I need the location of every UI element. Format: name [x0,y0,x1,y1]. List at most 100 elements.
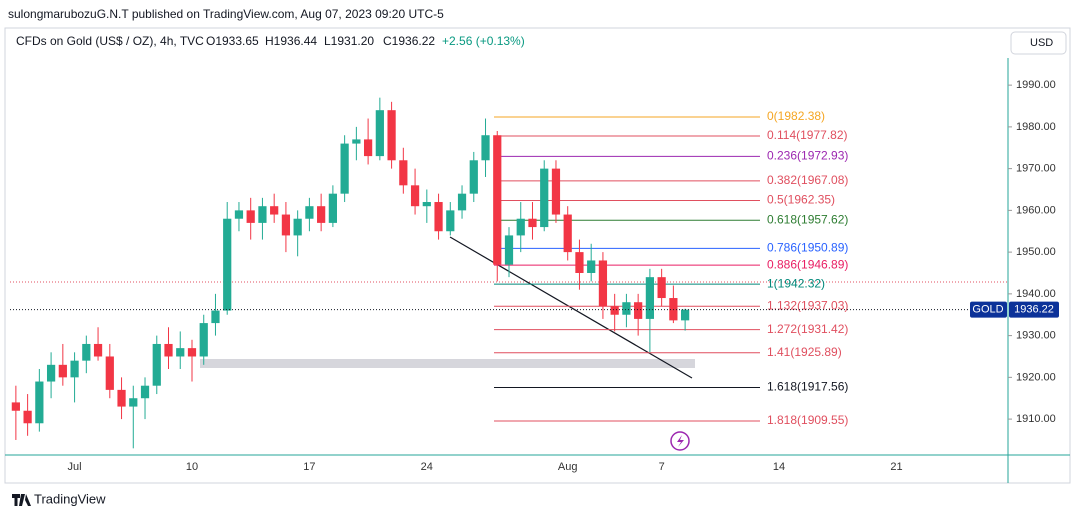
candle-body [446,210,455,232]
candle-body [305,206,314,219]
candle-body [375,110,384,157]
candle-body [399,160,408,186]
candle-body [481,135,490,161]
candle-body [645,277,655,319]
tv-logo [12,494,31,506]
support-zone [200,359,695,368]
fib-label: 0.382(1967.08) [767,173,848,187]
y-tick-label: 1990.00 [1016,79,1056,91]
x-tick-label: 21 [890,461,902,473]
candle-body [363,139,373,157]
candle-body [129,398,138,407]
x-tick-label: 7 [659,461,665,473]
candle-body [410,185,420,207]
candle-body [551,168,561,215]
ohlc-value: C1936.22 [383,34,435,48]
candle-body [387,110,396,161]
ohlc-value: O1933.65 [206,34,259,48]
x-tick-label: Jul [68,461,82,473]
y-tick-label: 1920.00 [1016,371,1056,383]
price-change: +2.56 (+0.13%) [442,34,525,48]
candle-body [246,210,255,223]
y-tick-label: 1950.00 [1016,246,1056,258]
candle-body [587,260,596,273]
fib-label: 0(1982.38) [767,109,825,123]
fib-label: 0.786(1950.89) [767,241,848,255]
y-tick-label: 1960.00 [1016,204,1056,216]
candle-body [340,143,349,194]
candle-body [610,306,619,315]
fib-label: 1.132(1937.03) [767,298,848,312]
price-tag-label: 1936.22 [1014,304,1054,316]
candle-body [105,356,114,390]
candle-body [46,364,56,382]
fib-label: 0.618(1957.62) [767,212,848,226]
y-tick-label: 1930.00 [1016,330,1056,342]
ohlc-value: L1931.20 [324,34,374,48]
fib-label: 1(1942.32) [767,276,825,290]
candle-body [164,343,173,357]
publish-header: sulongmarubozuG.N.T published on Trading… [8,7,444,21]
candle-body [504,235,514,265]
x-tick-label: 24 [421,461,433,473]
candle-body [82,343,91,361]
candle-body [281,214,291,236]
y-tick-label: 1980.00 [1016,121,1056,133]
candle-body [563,214,572,253]
y-tick-label: 1910.00 [1016,413,1056,425]
candle-body [634,302,643,319]
candle-body [317,206,326,223]
candle-body [434,202,443,232]
candle-body [152,343,161,386]
candle-body [681,309,690,321]
candle-body [223,218,232,311]
candle-body [199,323,208,357]
candle-body [528,218,537,228]
currency-button[interactable] [1010,31,1067,55]
candle-body [657,277,666,299]
candle-body [23,410,32,424]
candle-body [622,302,631,315]
symbol-tag [970,301,1007,318]
candle-body [493,135,502,265]
x-tick-label: 10 [186,461,198,473]
candle-body [270,206,279,215]
candle-body [598,260,608,307]
candle-body [258,206,267,223]
candle-body [469,160,478,194]
candle-body [211,310,220,324]
candle-body [540,168,549,228]
candle-body [352,139,361,144]
candle-body [58,364,67,378]
x-tick-label: 14 [773,461,785,473]
candle-body [93,343,103,357]
fib-label: 0.5(1962.35) [767,193,835,207]
fib-label: 1.272(1931.42) [767,322,848,336]
candle-body [140,385,150,399]
candle-body [176,348,185,357]
candle-body [457,193,467,211]
chart-frame [4,27,1071,484]
y-tick-label: 1970.00 [1016,163,1056,175]
y-tick-label: 1940.00 [1016,288,1056,300]
candle-body [117,389,126,407]
fib-label: 0.236(1972.93) [767,149,848,163]
x-tick-label: Aug [558,461,578,473]
ohlc-value: H1936.44 [265,34,317,48]
candle-body [575,252,584,273]
currency-label[interactable]: USD [1030,37,1053,49]
candle-body [35,381,44,424]
footer-brand: TradingView [34,491,106,506]
price-tag [1009,301,1059,318]
fib-label: 1.818(1909.55) [767,413,848,427]
fib-label: 1.618(1917.56) [767,380,848,394]
candle-body [516,218,525,236]
fib-label: 0.886(1946.89) [767,257,848,271]
symbol-tag-label: GOLD [972,304,1003,316]
symbol-info: CFDs on Gold (US$ / OZ), 4h, TVC [16,34,204,48]
candle-body [422,202,431,207]
candle-body [293,218,302,236]
candle-body [328,193,337,223]
